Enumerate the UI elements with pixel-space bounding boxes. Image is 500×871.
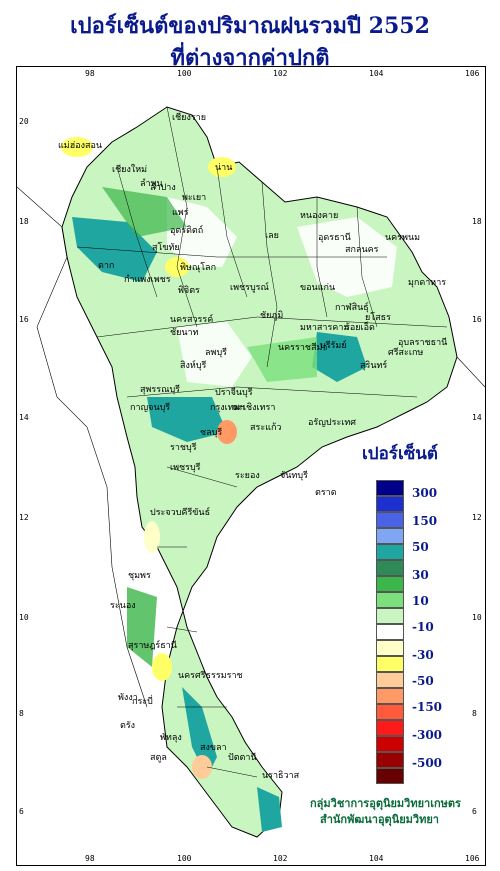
y-tick-right: 8 (472, 709, 477, 718)
map-frame: 98 100 102 104 106 98 100 102 104 106 20… (16, 66, 486, 866)
map-title-line1: เปอร์เซ็นต์ของปริมาณฝนรวมปี 2552 (70, 13, 430, 39)
x-tick-bottom: 104 (369, 854, 384, 863)
legend-swatch (376, 656, 404, 672)
area-wet-south (182, 687, 217, 777)
legend-swatch (376, 480, 404, 496)
area-dry-4 (217, 420, 237, 444)
credit-line2: สำนักพัฒนาอุตุนิยมวิทยา (320, 813, 439, 826)
y-tick-right: 12 (472, 513, 482, 522)
legend-label: -30 (412, 648, 434, 662)
legend-swatch (376, 720, 404, 736)
legend-swatch (376, 672, 404, 688)
y-tick-left: 20 (19, 117, 29, 126)
y-tick-left: 18 (19, 217, 29, 226)
y-tick-right: 18 (472, 217, 482, 226)
legend-swatch (376, 640, 404, 656)
x-tick-bottom: 102 (273, 854, 288, 863)
x-tick-top: 102 (273, 69, 288, 78)
y-tick-left: 6 (19, 807, 24, 816)
legend-label: 10 (412, 594, 429, 608)
area-wet-deep-south (257, 787, 282, 832)
area-wet-green-3 (127, 587, 157, 667)
legend-swatch (376, 496, 404, 512)
x-tick-top: 100 (177, 69, 192, 78)
x-tick-bottom: 106 (465, 854, 480, 863)
x-tick-top: 104 (369, 69, 384, 78)
area-dry-6 (144, 521, 160, 553)
area-near-normal-north (167, 197, 237, 267)
area-wet-central (147, 397, 227, 442)
legend-swatch (376, 560, 404, 576)
x-tick-top: 106 (465, 69, 480, 78)
area-dry-7 (192, 755, 212, 779)
y-tick-left: 10 (19, 613, 29, 622)
legend-swatch (376, 736, 404, 752)
area-dry-1 (208, 157, 236, 177)
legend-label: 30 (412, 568, 429, 582)
y-tick-right: 10 (472, 613, 482, 622)
legend-swatch (376, 592, 404, 608)
x-tick-bottom: 100 (177, 854, 192, 863)
legend-label: 300 (412, 486, 438, 500)
legend-label: 50 (412, 540, 429, 554)
legend-swatch (376, 768, 404, 784)
legend-label: -300 (412, 728, 443, 742)
legend-swatch (376, 704, 404, 720)
area-wet-northeast (312, 332, 367, 382)
legend-label: -500 (412, 756, 443, 770)
y-tick-right: 16 (472, 315, 482, 324)
area-dry-5 (152, 653, 172, 681)
y-tick-right: 14 (472, 413, 482, 422)
legend-swatch (376, 624, 404, 640)
neighbour-border-west (17, 186, 148, 708)
legend-swatch (376, 688, 404, 704)
legend-label: -50 (412, 674, 434, 688)
y-tick-left: 8 (19, 709, 24, 718)
neighbour-border-east (456, 356, 485, 388)
legend-swatch (376, 544, 404, 560)
area-dry-3 (61, 137, 93, 157)
province-borders (76, 106, 448, 778)
credit-line1: กลุ่มวิชาการอุตุนิยมวิทยาเกษตร (310, 797, 461, 810)
legend-label: 150 (412, 514, 438, 528)
legend-swatch (376, 576, 404, 592)
y-tick-left: 14 (19, 413, 29, 422)
legend-swatch (376, 608, 404, 624)
area-wet-green-1 (102, 187, 187, 237)
area-wet-green-2 (247, 337, 317, 382)
legend-swatch (376, 512, 404, 528)
x-tick-bottom: 98 (85, 854, 95, 863)
x-tick-top: 98 (85, 69, 95, 78)
legend-label: -150 (412, 700, 443, 714)
area-near-normal-central (177, 322, 252, 387)
legend-swatch (376, 752, 404, 768)
legend-title: เปอร์เซ็นต์ (362, 444, 438, 464)
rainfall-map (17, 106, 485, 838)
y-tick-left: 16 (19, 315, 29, 324)
legend-label: -10 (412, 620, 434, 634)
y-tick-right: 6 (472, 807, 477, 816)
y-tick-left: 12 (19, 513, 29, 522)
legend-swatch (376, 528, 404, 544)
